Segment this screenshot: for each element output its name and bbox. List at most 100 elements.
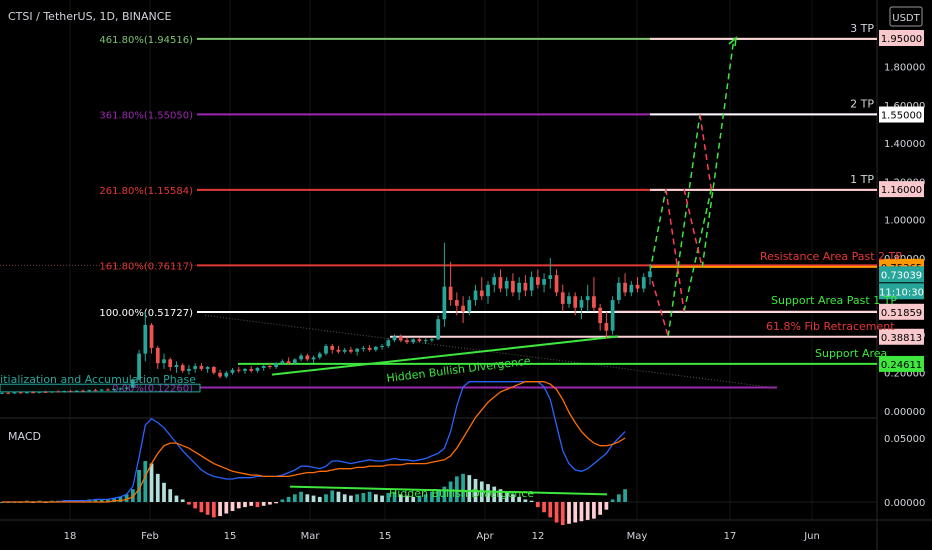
candle-body[interactable]	[349, 349, 353, 352]
candle-body[interactable]	[392, 336, 397, 341]
macd-histogram-bar[interactable]	[548, 502, 553, 518]
candle-body[interactable]	[405, 340, 409, 343]
macd-histogram-bar[interactable]	[380, 495, 384, 502]
price-badge[interactable]	[879, 283, 924, 300]
macd-histogram-bar[interactable]	[99, 499, 104, 502]
candle-body[interactable]	[430, 339, 434, 341]
macd-histogram-bar[interactable]	[411, 496, 416, 502]
candle-body[interactable]	[560, 292, 565, 304]
candle-body[interactable]	[610, 300, 615, 331]
macd-histogram-bar[interactable]	[616, 494, 621, 502]
candle-body[interactable]	[211, 367, 216, 373]
candle-body[interactable]	[367, 347, 372, 350]
candle-body[interactable]	[56, 391, 60, 393]
macd-histogram-bar[interactable]	[554, 502, 559, 523]
macd-histogram-bar[interactable]	[610, 499, 615, 502]
macd-histogram-bar[interactable]	[93, 499, 98, 502]
candle-body[interactable]	[37, 391, 42, 393]
macd-pane[interactable]	[0, 381, 877, 526]
macd-histogram-bar[interactable]	[230, 502, 235, 511]
candle-body[interactable]	[492, 277, 497, 285]
candle-body[interactable]	[517, 282, 522, 293]
candle-body[interactable]	[87, 390, 92, 392]
candle-body[interactable]	[199, 366, 204, 369]
candle-body[interactable]	[324, 345, 328, 354]
candle-body[interactable]	[548, 275, 553, 280]
macd-histogram-bar[interactable]	[592, 502, 596, 519]
macd-histogram-bar[interactable]	[523, 499, 528, 502]
macd-histogram-bar[interactable]	[361, 493, 366, 502]
candle-body[interactable]	[604, 323, 609, 331]
macd-histogram-bar[interactable]	[268, 502, 272, 505]
macd-histogram-bar[interactable]	[261, 502, 266, 506]
macd-histogram-bar[interactable]	[529, 500, 534, 502]
macd-histogram-bar[interactable]	[417, 495, 422, 502]
macd-histogram-bar[interactable]	[436, 489, 441, 502]
macd-histogram-bar[interactable]	[517, 496, 522, 502]
macd-histogram-bar[interactable]	[398, 494, 403, 502]
candle-body[interactable]	[454, 300, 459, 306]
candle-body[interactable]	[230, 369, 235, 373]
macd-histogram-bar[interactable]	[149, 463, 154, 502]
candle-body[interactable]	[317, 353, 322, 358]
macd-histogram-bar[interactable]	[336, 491, 341, 502]
candle-body[interactable]	[535, 277, 540, 285]
candle-body[interactable]	[268, 366, 272, 368]
macd-histogram-bar[interactable]	[486, 484, 490, 502]
candle-body[interactable]	[112, 389, 117, 391]
time-axis[interactable]: 18 Feb 15 Mar 15 Apr 12 May 17 Jun	[64, 531, 820, 542]
macd-histogram-bar[interactable]	[193, 502, 198, 509]
macd-line[interactable]	[2, 381, 626, 503]
candle-body[interactable]	[249, 368, 254, 371]
candle-body[interactable]	[124, 387, 129, 389]
macd-histogram-bar[interactable]	[124, 494, 129, 502]
candle-body[interactable]	[380, 345, 384, 347]
macd-histogram-bar[interactable]	[168, 489, 173, 502]
candle-body[interactable]	[373, 346, 378, 350]
candle-body[interactable]	[330, 345, 335, 350]
macd-histogram-bar[interactable]	[155, 473, 160, 502]
candle-body[interactable]	[187, 368, 191, 371]
macd-histogram-bar[interactable]	[392, 491, 397, 502]
candle-body[interactable]	[143, 324, 148, 354]
macd-histogram-bar[interactable]	[205, 502, 210, 515]
candle-body[interactable]	[261, 366, 266, 368]
candle-body[interactable]	[461, 305, 465, 312]
macd-histogram-bar[interactable]	[623, 489, 627, 502]
candle-body[interactable]	[598, 307, 603, 324]
candle-body[interactable]	[12, 392, 17, 394]
macd-histogram-bar[interactable]	[355, 494, 360, 502]
candle-body[interactable]	[18, 392, 23, 394]
candle-body[interactable]	[498, 277, 503, 289]
macd-histogram-bar[interactable]	[311, 495, 316, 502]
macd-histogram-bar[interactable]	[585, 502, 590, 520]
macd-histogram-bar[interactable]	[423, 494, 428, 502]
candle-body[interactable]	[149, 324, 154, 348]
macd-histogram-bar[interactable]	[162, 482, 166, 502]
candle-body[interactable]	[417, 339, 422, 342]
price-badge[interactable]	[879, 30, 924, 46]
candle-body[interactable]	[174, 365, 179, 368]
candle-body[interactable]	[31, 392, 36, 394]
macd-histogram-bar[interactable]	[349, 495, 353, 502]
macd-histogram-bar[interactable]	[373, 494, 378, 502]
macd-histogram-bar[interactable]	[243, 502, 247, 508]
candle-body[interactable]	[43, 391, 48, 393]
macd-histogram-bar[interactable]	[317, 496, 322, 502]
candle-body[interactable]	[585, 296, 590, 301]
macd-histogram-bar[interactable]	[461, 473, 465, 502]
candle-body[interactable]	[49, 391, 54, 393]
candle-body[interactable]	[504, 280, 509, 289]
candle-body[interactable]	[542, 279, 546, 285]
macd-histogram-bar[interactable]	[280, 499, 285, 502]
candle-body[interactable]	[255, 367, 260, 371]
macd-histogram-bar[interactable]	[442, 486, 447, 502]
macd-histogram-bar[interactable]	[604, 502, 609, 510]
macd-histogram-bar[interactable]	[180, 499, 185, 502]
macd-histogram-bar[interactable]	[199, 502, 204, 513]
macd-histogram-bar[interactable]	[454, 476, 459, 502]
candle-body[interactable]	[25, 392, 29, 394]
candle-body[interactable]	[224, 372, 229, 377]
candle-body[interactable]	[579, 300, 584, 308]
